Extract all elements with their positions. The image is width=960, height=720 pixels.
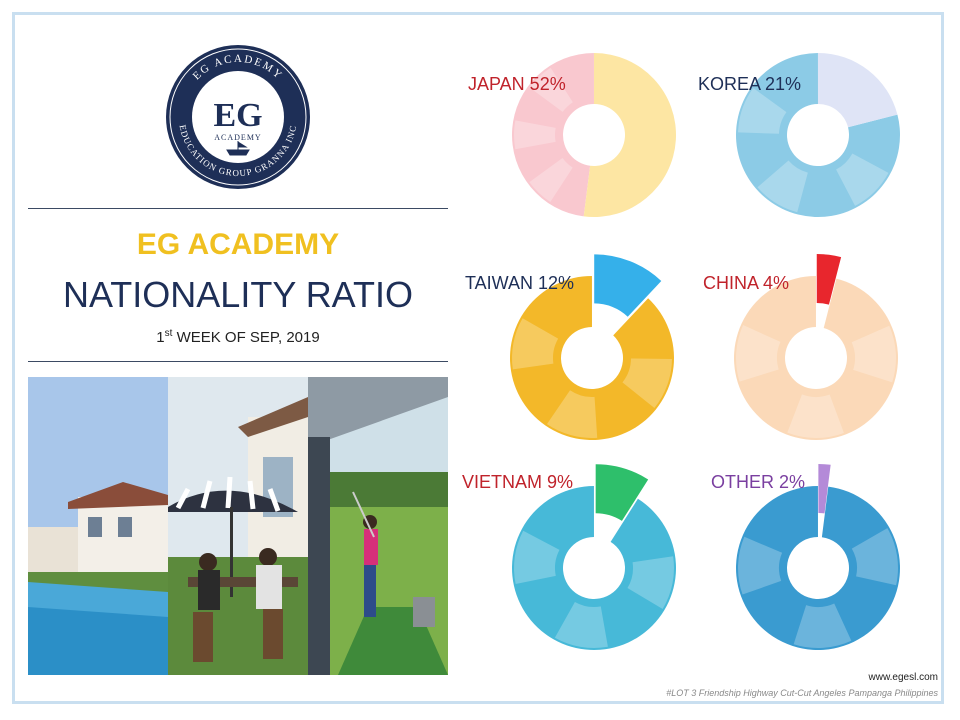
divider-bottom <box>28 361 448 362</box>
slice-korea <box>818 53 898 128</box>
label-other: OTHER 2% <box>711 472 806 492</box>
website-url[interactable]: www.egesl.com <box>868 672 938 683</box>
donut-vietnam <box>512 464 676 650</box>
scenery-decor <box>793 603 852 649</box>
divider-top <box>28 208 448 209</box>
ship-icon <box>226 141 250 156</box>
slice-other <box>818 464 831 514</box>
label-vietnam: VIETNAM 9% <box>462 472 574 492</box>
scenery-decor <box>735 325 781 382</box>
scenery-decor <box>554 602 608 648</box>
photo-pool-building <box>28 377 168 675</box>
page-subtitle: 1st WEEK OF SEP, 2019 <box>156 328 320 346</box>
slice-taiwan <box>594 254 662 317</box>
scenery-decor <box>529 67 573 112</box>
photo-patio-umbrella <box>168 377 308 675</box>
scenery-decor <box>514 120 556 150</box>
donut-taiwan <box>509 254 674 440</box>
scenery-decor <box>738 536 783 595</box>
slice-rest-vietnam <box>512 486 676 650</box>
logo-monogram: EG <box>213 97 262 134</box>
scenery-decor <box>851 528 899 586</box>
scenery-decor <box>738 88 787 134</box>
slice-rest-korea <box>736 53 900 218</box>
page-title: NATIONALITY RATIO <box>62 274 414 315</box>
scenery-decor <box>622 358 672 409</box>
label-korea: KOREA 21% <box>698 74 802 94</box>
campus-photo-collage <box>28 377 448 675</box>
label-taiwan: TAIWAN 12% <box>465 273 575 293</box>
slice-rest-other <box>736 486 901 650</box>
brand-title: EG ACADEMY <box>136 228 340 261</box>
slice-japan <box>583 53 676 217</box>
donut-korea <box>736 53 900 218</box>
scenery-decor <box>546 390 598 439</box>
address-text: #LOT 3 Friendship Highway Cut-Cut Angele… <box>666 688 938 698</box>
label-china: CHINA 4% <box>703 273 790 293</box>
slice-rest-china <box>734 276 898 440</box>
slice-rest-taiwan <box>509 276 674 440</box>
donut-japan <box>511 53 676 217</box>
scenery-decor <box>529 158 573 203</box>
scenery-decor <box>512 318 559 370</box>
scenery-decor <box>627 556 674 610</box>
scenery-decor <box>851 325 897 383</box>
label-japan: JAPAN 52% <box>468 74 566 94</box>
slice-china <box>816 254 842 305</box>
scenery-decor <box>514 530 560 585</box>
eg-academy-logo: EG ACADEMY EDUCATION GROUP GRANNA INC EG… <box>166 45 310 189</box>
photo-golf-range <box>308 377 448 675</box>
scenery-decor <box>787 394 844 438</box>
slice-vietnam <box>595 464 649 521</box>
slice-rest-japan <box>511 53 594 217</box>
logo-sub: ACADEMY <box>214 133 261 142</box>
scenery-decor <box>757 160 808 213</box>
donut-other <box>736 464 901 650</box>
donut-china <box>734 254 898 440</box>
scenery-decor <box>836 153 889 206</box>
